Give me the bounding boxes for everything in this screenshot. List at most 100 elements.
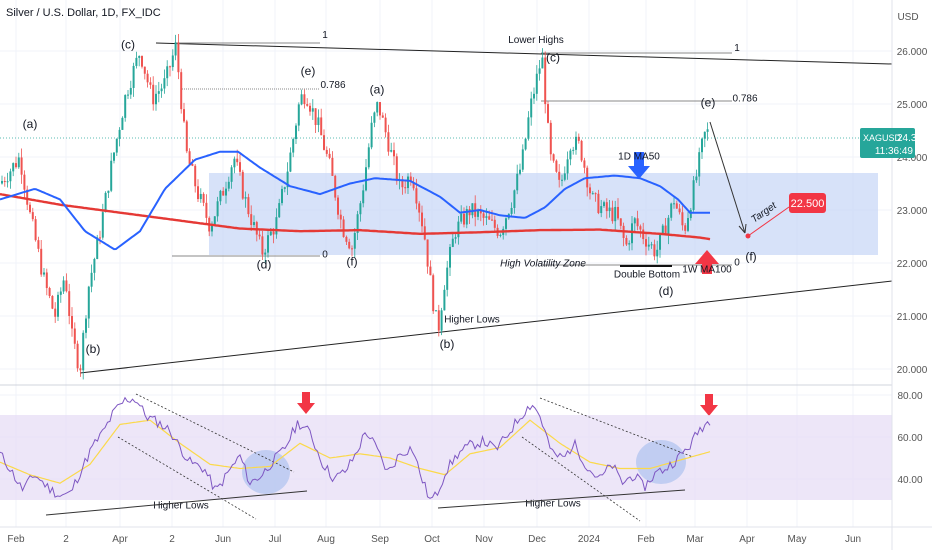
candle-body <box>68 291 71 317</box>
target-point <box>745 233 751 239</box>
candle-body <box>482 213 485 218</box>
fib-level-label: 1 <box>322 30 328 41</box>
candle-body <box>309 105 311 112</box>
candle-body <box>23 174 26 190</box>
candle-body <box>429 266 432 276</box>
price-badge: XAGUSD 24.335 11:36:49 <box>860 128 928 158</box>
candle-body <box>404 187 407 189</box>
higher-lows-trendline <box>79 280 893 374</box>
candle-body <box>477 210 479 217</box>
candle-body <box>183 109 185 122</box>
candle-body <box>211 225 213 232</box>
candle-body <box>258 234 261 237</box>
x-tick-label: Jul <box>269 534 282 545</box>
candle-body <box>188 151 191 164</box>
candle-body <box>566 159 569 174</box>
x-tick-label: Feb <box>637 534 655 545</box>
candle-body <box>547 104 549 123</box>
candle-body <box>356 214 359 234</box>
candle-body <box>426 239 429 267</box>
candle-body <box>289 152 292 172</box>
candle-body <box>233 158 236 168</box>
candle-body <box>395 156 398 182</box>
candle-body <box>605 202 608 212</box>
candle-body <box>572 149 575 151</box>
candle-body <box>552 154 555 161</box>
y-tick-label: 23.000 <box>897 206 928 217</box>
time-axis[interactable]: Feb 2 Apr 2 Jun Jul Aug Sep Oct Nov Dec 2024 Feb Mar A… <box>0 526 932 545</box>
candle-body <box>96 237 99 259</box>
candle-body <box>628 243 631 245</box>
candle-body <box>328 153 331 158</box>
ma50-down-arrow-icon <box>628 152 650 179</box>
candle-body <box>589 187 591 194</box>
y-tick-label: 20.000 <box>897 365 928 376</box>
candle-body <box>409 176 412 183</box>
candle-body <box>261 236 264 255</box>
candle-body <box>519 169 521 174</box>
candle-body <box>446 267 449 290</box>
annotation-text: 1W MA100 <box>682 265 732 276</box>
candle-body <box>99 237 101 239</box>
candle-body <box>31 212 34 220</box>
candle-body <box>225 188 227 196</box>
candle-body <box>300 94 303 105</box>
candle-body <box>471 203 474 216</box>
candle-body <box>93 258 96 273</box>
candle-body <box>132 65 135 88</box>
candle-body <box>379 102 381 116</box>
candle-body <box>687 218 689 231</box>
candle-body <box>1 181 3 184</box>
fib-level-label: 0 <box>322 250 328 261</box>
x-tick-label: Aug <box>317 534 335 545</box>
trend-lines <box>79 42 893 374</box>
wave-label: (a) <box>370 82 385 96</box>
candle-body <box>129 87 132 95</box>
candle-body <box>286 171 289 188</box>
candle-body <box>440 310 443 331</box>
candle-body <box>51 295 54 309</box>
candle-body <box>541 57 544 69</box>
candle-body <box>143 66 146 74</box>
candle-body <box>48 288 51 296</box>
candle-body <box>9 171 12 182</box>
candle-body <box>297 104 300 126</box>
target-badge: 22.500 <box>789 193 826 213</box>
candle-body <box>577 136 580 141</box>
ma100-line <box>0 192 711 241</box>
candle-body <box>401 179 404 188</box>
signal-arrows <box>297 152 719 416</box>
candle-body <box>155 93 157 105</box>
candle-body <box>538 68 541 74</box>
candle-body <box>283 187 286 189</box>
ma50-line <box>0 150 710 251</box>
target-line <box>747 206 790 237</box>
candle-body <box>20 157 23 175</box>
candle-body <box>202 193 205 203</box>
candle-body <box>594 193 597 195</box>
candle-body <box>370 122 373 148</box>
candle-body <box>57 294 59 317</box>
x-tick-label: May <box>788 534 807 545</box>
lower-highs-trendline <box>155 42 893 65</box>
candle-body <box>485 216 488 218</box>
fib-level-label: 0 <box>734 258 740 269</box>
candle-body <box>6 181 9 183</box>
candle-body <box>292 139 295 153</box>
candle-body <box>608 207 611 212</box>
wave-label: (c) <box>121 37 135 51</box>
candle-body <box>499 234 502 236</box>
wave-label: (e) <box>701 96 716 110</box>
annotation-text: Higher Lows <box>444 314 500 325</box>
candle-body <box>505 218 507 229</box>
candle-body <box>250 214 253 226</box>
candle-body <box>675 203 678 209</box>
candle-body <box>90 272 93 287</box>
candle-body <box>169 66 171 68</box>
candle-body <box>513 190 516 208</box>
candle-body <box>146 73 149 83</box>
candle-body <box>149 82 152 85</box>
candle-body <box>194 165 197 187</box>
price-axis[interactable]: USD 26.000 25.000 24.000 23.000 22.000 21.000… <box>891 0 932 550</box>
